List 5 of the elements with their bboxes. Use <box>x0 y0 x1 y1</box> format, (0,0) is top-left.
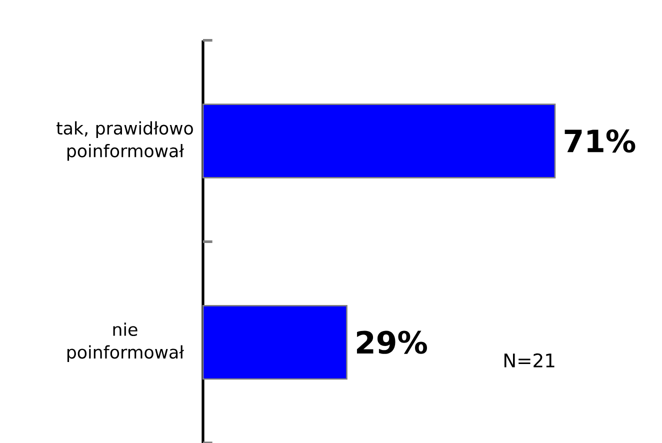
data-label: 29% <box>356 330 427 354</box>
annotation: N=21 <box>504 353 554 368</box>
y-tick-label: nie poinformował <box>67 322 184 362</box>
y-tick-label: tak, prawidłowo poinformował <box>56 121 193 161</box>
data-label: 71% <box>564 129 636 153</box>
